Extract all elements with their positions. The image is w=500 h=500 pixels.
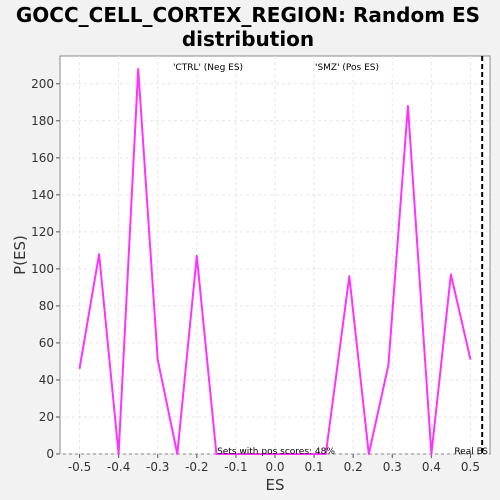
y-tick-label: 80 bbox=[39, 299, 54, 313]
x-axis-ticks: -0.5 -0.4 -0.3 -0.2 -0.1 0.0 0.1 0.2 0.3 0.4 0.5 bbox=[68, 454, 480, 474]
grid-lines bbox=[60, 56, 490, 455]
y-tick-label: 200 bbox=[31, 77, 54, 91]
x-axis-label: ES bbox=[266, 476, 285, 494]
x-tick-label: 0.4 bbox=[422, 460, 441, 474]
x-tick-label: -0.5 bbox=[68, 460, 91, 474]
y-tick-label: 20 bbox=[39, 410, 54, 424]
y-tick-label: 0 bbox=[46, 447, 54, 461]
y-tick-label: 180 bbox=[31, 114, 54, 128]
pos-scores-annotation: Sets with pos scores: 48% bbox=[217, 447, 335, 457]
series-line bbox=[78, 68, 472, 455]
y-axis-ticks: 0 20 40 60 80 100 120 140 160 180 200 bbox=[31, 77, 60, 461]
series-layer bbox=[78, 68, 472, 455]
y-tick-label: 140 bbox=[31, 188, 54, 202]
y-tick-label: 40 bbox=[39, 373, 54, 387]
pos-es-label: 'SMZ' (Pos ES) bbox=[315, 63, 379, 73]
x-tick-label: 0.2 bbox=[344, 460, 363, 474]
y-axis-label: P(ES) bbox=[11, 235, 29, 275]
y-tick-label: 100 bbox=[31, 262, 54, 276]
x-tick-label: 0.0 bbox=[265, 460, 284, 474]
real-es-label: Real ES bbox=[454, 447, 488, 457]
x-tick-label: -0.4 bbox=[107, 460, 130, 474]
x-tick-label: -0.2 bbox=[185, 460, 208, 474]
chart-title-line-1: GOCC_CELL_CORTEX_REGION: Random ES bbox=[16, 3, 480, 27]
x-tick-label: 0.3 bbox=[383, 460, 402, 474]
y-tick-label: 120 bbox=[31, 225, 54, 239]
chart-title-line-2: distribution bbox=[182, 27, 314, 51]
x-tick-label: 0.1 bbox=[305, 460, 324, 474]
y-tick-label: 160 bbox=[31, 151, 54, 165]
x-tick-label: -0.1 bbox=[224, 460, 247, 474]
y-tick-label: 60 bbox=[39, 336, 54, 350]
x-tick-label: -0.3 bbox=[146, 460, 169, 474]
neg-es-label: 'CTRL' (Neg ES) bbox=[173, 63, 243, 73]
x-tick-label: 0.5 bbox=[461, 460, 480, 474]
